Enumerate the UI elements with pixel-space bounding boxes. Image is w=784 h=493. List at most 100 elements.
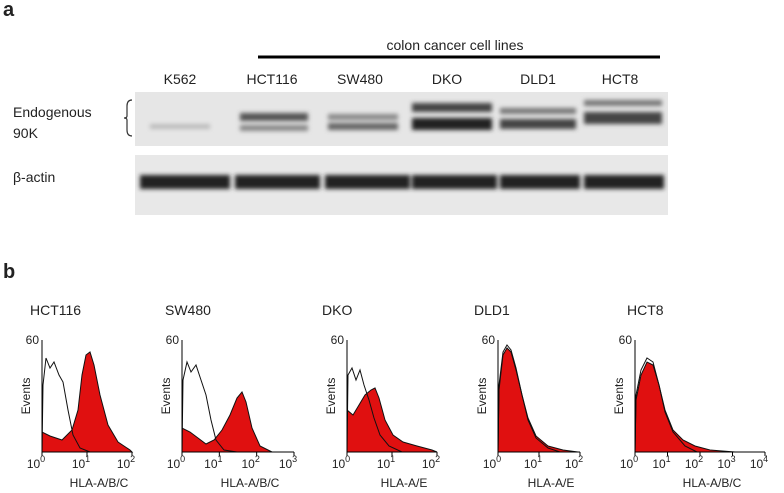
histogram — [346, 366, 438, 453]
tick-exp: 0 — [40, 454, 45, 464]
tick-exp: 1 — [390, 454, 395, 464]
x-axis-label: HLA-A/B/C — [683, 476, 742, 490]
x-axis-label: HLA-A/E — [528, 476, 575, 490]
x-tick-label: 100 — [620, 454, 638, 471]
sample-histogram — [497, 347, 579, 453]
y-tick-label: 60 — [26, 333, 40, 347]
panel-label: a — [3, 0, 15, 21]
tick-base: 10 — [652, 457, 666, 471]
x-axis-label: HLA-A/B/C — [221, 476, 280, 490]
tick-base: 10 — [204, 457, 218, 471]
tick-base: 10 — [279, 457, 293, 471]
plot-title: HCT116 — [30, 302, 81, 318]
y-tick-label: 60 — [619, 333, 633, 347]
blot-90k — [135, 92, 668, 146]
lane-label: DLD1 — [520, 71, 556, 87]
y-tick-label: 60 — [331, 333, 345, 347]
group-header: colon cancer cell lines — [387, 37, 524, 53]
tick-base: 10 — [685, 457, 699, 471]
lane-label: HCT116 — [246, 71, 297, 87]
sample-histogram — [41, 351, 134, 453]
x-tick-label: 102 — [685, 454, 703, 471]
isotype-histogram — [181, 360, 238, 453]
x-tick-label: 101 — [204, 454, 222, 471]
tick-exp: 2 — [435, 454, 440, 464]
tick-exp: 2 — [698, 454, 703, 464]
lane-label: DKO — [432, 71, 462, 87]
tick-exp: 0 — [633, 454, 638, 464]
x-axis-label: HLA-A/E — [381, 476, 428, 490]
panel-label: b — [3, 261, 15, 283]
tick-base: 10 — [483, 457, 497, 471]
y-tick-label: 60 — [482, 333, 496, 347]
lane-label: SW480 — [337, 71, 383, 87]
sample-histogram — [181, 391, 273, 453]
tick-base: 10 — [717, 457, 731, 471]
histogram — [497, 344, 579, 453]
row-label: β-actin — [13, 169, 55, 185]
bracket — [123, 99, 133, 137]
y-axis-label: Events — [324, 378, 338, 415]
x-tick-label: 104 — [750, 454, 768, 471]
tick-exp: 1 — [218, 454, 223, 464]
histogram — [41, 351, 134, 453]
isotype-histogram — [41, 357, 91, 453]
plot-title: HCT8 — [627, 302, 664, 318]
histogram — [634, 357, 736, 453]
isotype-histogram — [634, 357, 698, 453]
y-axis-label: Events — [475, 378, 489, 415]
tick-exp: 0 — [345, 454, 350, 464]
tick-base: 10 — [241, 457, 255, 471]
plot-title: DKO — [322, 302, 352, 318]
y-axis-label: Events — [612, 378, 626, 415]
tick-exp: 0 — [180, 454, 185, 464]
lane-label: HCT8 — [602, 71, 639, 87]
x-tick-label: 101 — [652, 454, 670, 471]
tick-base: 10 — [750, 457, 764, 471]
tick-base: 10 — [117, 457, 131, 471]
tick-exp: 1 — [85, 454, 90, 464]
tick-exp: 1 — [537, 454, 542, 464]
isotype-histogram — [497, 344, 561, 453]
tick-base: 10 — [422, 457, 436, 471]
x-tick-label: 102 — [241, 454, 259, 471]
tick-exp: 2 — [255, 454, 260, 464]
plot-title: DLD1 — [474, 302, 510, 318]
tick-exp: 4 — [763, 454, 768, 464]
tick-base: 10 — [620, 457, 634, 471]
x-tick-label: 101 — [524, 454, 542, 471]
y-tick-label: 60 — [166, 333, 180, 347]
x-axis-label: HLA-A/B/C — [70, 476, 129, 490]
histogram — [181, 360, 273, 453]
row-label: Endogenous — [13, 104, 92, 120]
plot-title: SW480 — [165, 302, 211, 318]
x-tick-label: 102 — [565, 454, 583, 471]
x-tick-label: 103 — [279, 454, 297, 471]
x-tick-label: 100 — [27, 454, 45, 471]
tick-base: 10 — [27, 457, 41, 471]
tick-exp: 3 — [292, 454, 297, 464]
tick-base: 10 — [524, 457, 538, 471]
bands — [140, 100, 664, 189]
x-tick-label: 100 — [167, 454, 185, 471]
x-tick-label: 101 — [72, 454, 90, 471]
x-tick-label: 100 — [483, 454, 501, 471]
tick-base: 10 — [72, 457, 86, 471]
tick-exp: 0 — [496, 454, 501, 464]
sample-histogram — [346, 387, 438, 453]
tick-exp: 3 — [731, 454, 736, 464]
tick-exp: 2 — [130, 454, 135, 464]
x-tick-label: 102 — [117, 454, 135, 471]
tick-base: 10 — [565, 457, 579, 471]
y-axis-label: Events — [19, 378, 33, 415]
x-tick-label: 100 — [332, 454, 350, 471]
sample-histogram — [634, 361, 736, 453]
tick-base: 10 — [332, 457, 346, 471]
y-axis-label: Events — [159, 378, 173, 415]
lane-label: K562 — [164, 71, 197, 87]
x-tick-label: 101 — [377, 454, 395, 471]
tick-exp: 2 — [578, 454, 583, 464]
lane-labels: K562 HCT116 SW480 DKO DLD1 HCT8 — [164, 71, 639, 87]
